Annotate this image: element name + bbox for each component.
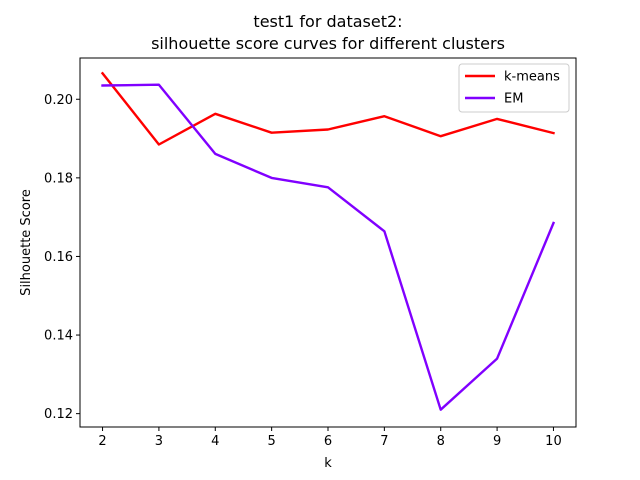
chart-title: test1 for dataset2:: [253, 12, 402, 31]
y-tick-label: 0.18: [44, 171, 73, 186]
x-axis-label: k: [324, 456, 332, 471]
x-tick-label: 7: [380, 434, 388, 449]
series-line-kmeans: [100, 71, 555, 146]
x-tick-label: 3: [155, 434, 163, 449]
x-tick-label: 9: [493, 434, 501, 449]
plot-frame: [79, 57, 577, 428]
x-tick-label: 4: [211, 434, 219, 449]
y-tick-label: 0.14: [44, 329, 73, 344]
y-axis-label: Silhouette Score: [19, 189, 34, 296]
y-tick-label: 0.16: [44, 250, 73, 265]
legend: k-means EM: [458, 63, 570, 113]
legend-label-em: EM: [504, 92, 523, 107]
series-line-em: [101, 83, 556, 411]
x-tick-label: 6: [324, 434, 332, 449]
y-tick-label: 0.20: [44, 93, 73, 108]
y-tick-label: 0.12: [44, 407, 73, 422]
plot-lines: [100, 71, 556, 411]
x-tick-label: 8: [437, 434, 445, 449]
x-tick-label: 5: [267, 434, 275, 449]
x-tick-label: 10: [545, 434, 562, 449]
x-tick-label: 2: [98, 434, 106, 449]
chart-subtitle: silhouette score curves for different cl…: [151, 34, 505, 53]
legend-label-kmeans: k-means: [504, 70, 560, 85]
axis-ticks: 2 3 4 5 6 7 8 9 10 0.12 0.14 0.16 0.18 0.20: [44, 93, 562, 449]
